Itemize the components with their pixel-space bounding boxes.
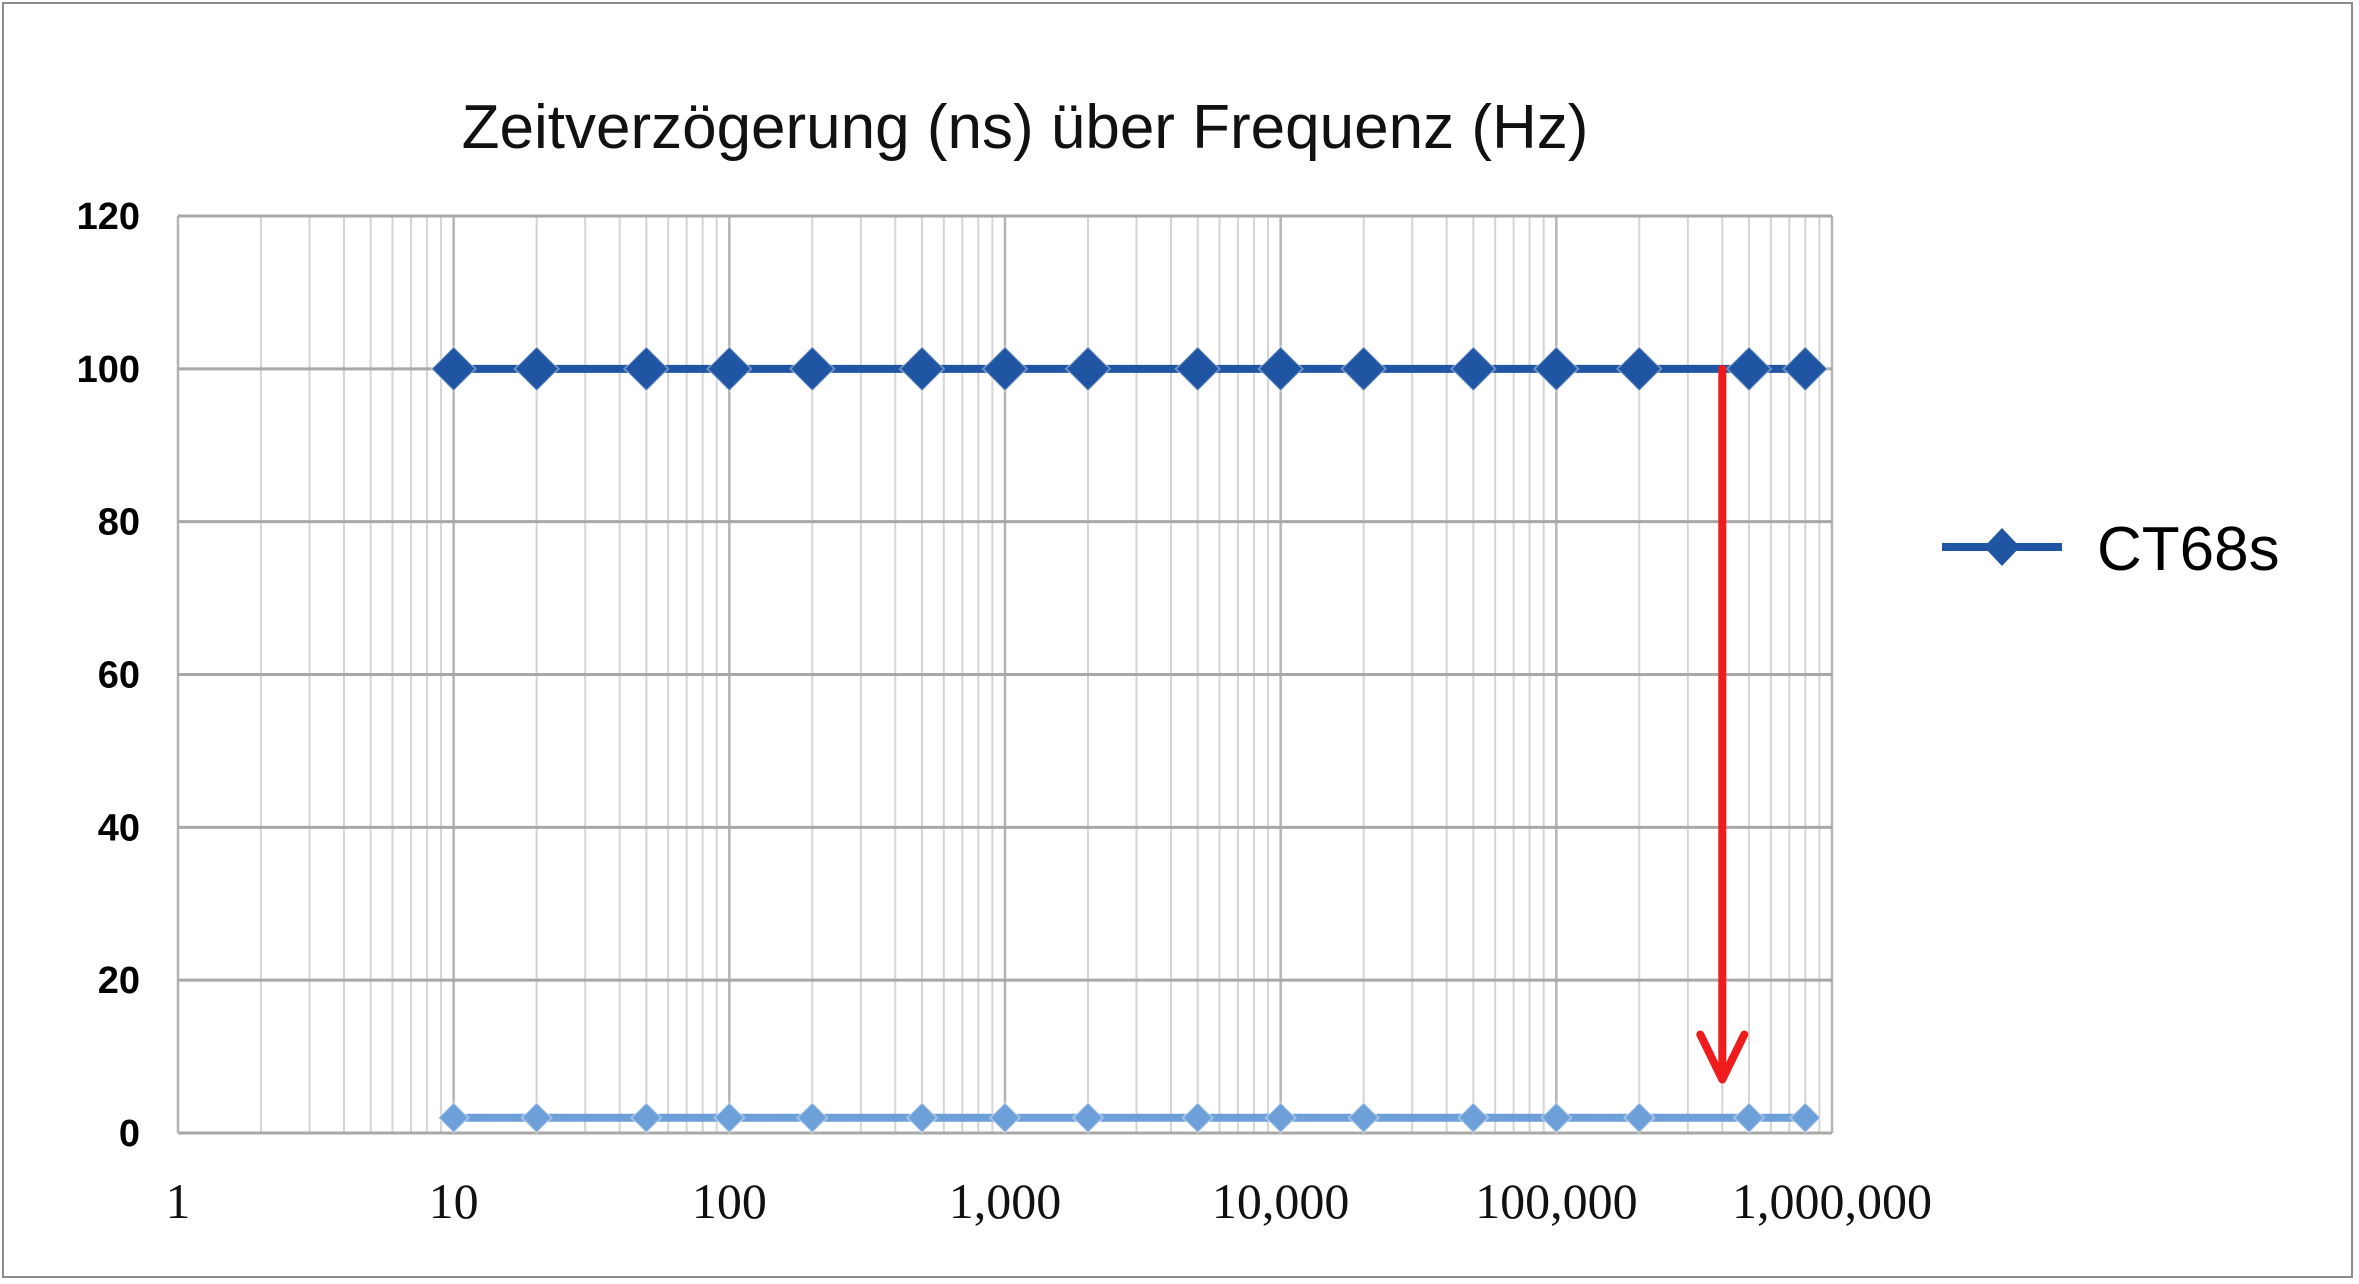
data-point-marker [520, 1101, 554, 1135]
y-tick-label: 80 [98, 502, 140, 544]
x-tick-label: 100 [692, 1173, 767, 1229]
data-point-marker [629, 1101, 663, 1135]
x-tick-label: 1 [166, 1173, 191, 1229]
data-point-marker [1340, 345, 1388, 393]
data-point-marker [705, 345, 753, 393]
y-tick-label: 40 [98, 807, 140, 849]
data-point-marker [795, 1101, 829, 1135]
data-point-marker [1071, 1101, 1105, 1135]
data-point-marker [988, 1101, 1022, 1135]
series-layer [430, 345, 1829, 1135]
data-point-marker [1781, 345, 1829, 393]
data-point-marker [1064, 345, 1112, 393]
x-tick-label: 100,000 [1475, 1173, 1638, 1229]
data-point-marker [981, 345, 1029, 393]
data-point-marker [712, 1101, 746, 1135]
data-point-marker [1456, 1101, 1490, 1135]
data-point-marker [1615, 345, 1663, 393]
data-point-marker [1732, 1101, 1766, 1135]
data-point-marker [1449, 345, 1497, 393]
legend: CT68s [1942, 515, 2280, 584]
data-point-marker [1532, 345, 1580, 393]
y-tick-label: 0 [119, 1113, 140, 1155]
data-point-marker [898, 345, 946, 393]
legend-label: CT68s [2097, 515, 2280, 584]
x-tick-label: 10,000 [1212, 1173, 1350, 1229]
x-tick-label: 1,000,000 [1732, 1173, 1932, 1229]
x-axis-ticks: 1 10 100 1,000 10,000 100,000 1,000,000 [166, 1173, 1933, 1229]
data-point-marker [1264, 1101, 1298, 1135]
y-tick-label: 120 [77, 196, 140, 238]
y-tick-label: 20 [98, 960, 140, 1002]
data-point-marker [788, 345, 836, 393]
data-point-marker [1257, 345, 1305, 393]
x-tick-label: 1,000 [949, 1173, 1062, 1229]
annotation-layer [1696, 364, 1749, 1084]
y-axis-ticks: 0 20 40 60 80 100 120 [77, 196, 140, 1155]
y-tick-label: 100 [77, 349, 140, 391]
data-point-marker [1788, 1101, 1822, 1135]
data-point-marker [430, 345, 478, 393]
chart-title: Zeitverzögerung (ns) über Frequenz (Hz) [462, 93, 1589, 162]
data-point-marker [1539, 1101, 1573, 1135]
data-point-marker [513, 345, 561, 393]
data-point-marker [1181, 1101, 1215, 1135]
y-tick-label: 60 [98, 655, 140, 697]
legend-marker [1984, 528, 2020, 566]
data-point-marker [437, 1101, 471, 1135]
data-point-marker [905, 1101, 939, 1135]
data-point-marker [1174, 345, 1222, 393]
data-point-marker [1725, 345, 1773, 393]
annotation-arrow-head [1696, 1030, 1749, 1084]
data-point-marker [622, 345, 670, 393]
x-tick-label: 10 [429, 1173, 479, 1229]
data-point-marker [1622, 1101, 1656, 1135]
data-point-marker [1347, 1101, 1381, 1135]
